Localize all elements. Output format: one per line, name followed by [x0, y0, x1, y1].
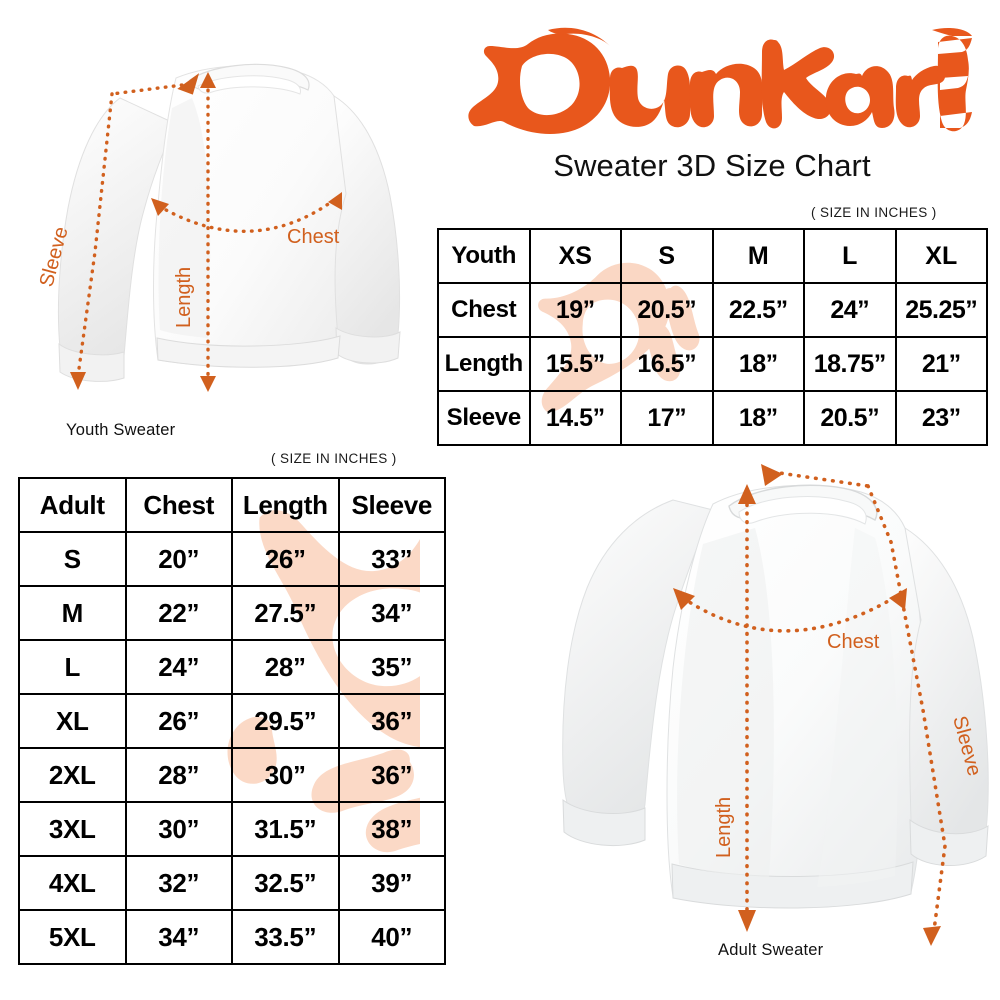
youth-chest-l: 24” [803, 282, 897, 338]
youth-col-5: XL [894, 228, 988, 284]
table-row: 3XL 30” 31.5” 38” [18, 801, 446, 857]
adult-length-5xl: 33.5” [231, 909, 340, 965]
youth-sleeve-m: 18” [711, 390, 805, 446]
table-row: Chest 19” 20.5” 22.5” 24” 25.25” [437, 282, 988, 338]
adult-size-l: L [18, 639, 127, 695]
adult-table-header-row: Adult Chest Length Sleeve [18, 477, 446, 533]
youth-length-xl: 21” [894, 336, 988, 392]
adult-col-2: Length [231, 477, 340, 533]
youth-row-label-chest: Chest [437, 282, 531, 338]
adult-length-s: 26” [231, 531, 340, 587]
table-row: Length 15.5” 16.5” 18” 18.75” 21” [437, 336, 988, 392]
table-row: 4XL 32” 32.5” 39” [18, 855, 446, 911]
adult-sleeve-2xl: 36” [337, 747, 446, 803]
adult-size-3xl: 3XL [18, 801, 127, 857]
adult-size-2xl: 2XL [18, 747, 127, 803]
youth-chest-xs: 19” [528, 282, 622, 338]
youth-sleeve-xs: 14.5” [528, 390, 622, 446]
adult-sweater-caption: Adult Sweater [718, 941, 824, 959]
adult-col-1: Chest [124, 477, 233, 533]
adult-col-0: Adult [18, 477, 127, 533]
table-row: M 22” 27.5” 34” [18, 585, 446, 641]
adult-chest-m: 22” [124, 585, 233, 641]
adult-size-xl: XL [18, 693, 127, 749]
youth-chest-xl: 25.25” [894, 282, 988, 338]
adult-sweater-illustration: Chest Length Sleeve [555, 448, 1000, 968]
youth-col-3: M [711, 228, 805, 284]
adult-sleeve-m: 34” [337, 585, 446, 641]
adult-size-4xl: 4XL [18, 855, 127, 911]
youth-row-label-length: Length [437, 336, 531, 392]
adult-size-m: M [18, 585, 127, 641]
table-row: XL 26” 29.5” 36” [18, 693, 446, 749]
youth-size-table: Youth XS S M L XL Chest 19” 20.5” 22.5” … [437, 228, 988, 446]
adult-chest-xl: 26” [124, 693, 233, 749]
youth-col-0: Youth [437, 228, 531, 284]
adult-chest-5xl: 34” [124, 909, 233, 965]
youth-length-s: 16.5” [620, 336, 714, 392]
adult-size-s: S [18, 531, 127, 587]
adult-sleeve-4xl: 39” [337, 855, 446, 911]
youth-length-m: 18” [711, 336, 805, 392]
youth-length-l: 18.75” [803, 336, 897, 392]
table-row: 5XL 34” 33.5” 40” [18, 909, 446, 965]
adult-chest-l: 24” [124, 639, 233, 695]
youth-sleeve-xl: 23” [894, 390, 988, 446]
youth-sleeve-l: 20.5” [803, 390, 897, 446]
youth-chest-m: 22.5” [711, 282, 805, 338]
adult-length-l: 28” [231, 639, 340, 695]
adult-col-3: Sleeve [337, 477, 446, 533]
adult-sleeve-s: 33” [337, 531, 446, 587]
adult-length-2xl: 30” [231, 747, 340, 803]
adult-table-inches-note: ( SIZE IN INCHES ) [271, 451, 397, 466]
adult-length-xl: 29.5” [231, 693, 340, 749]
youth-length-xs: 15.5” [528, 336, 622, 392]
adult-chest-2xl: 28” [124, 747, 233, 803]
adult-sleeve-l: 35” [337, 639, 446, 695]
youth-chest-label: Chest [287, 226, 340, 248]
adult-chest-4xl: 32” [124, 855, 233, 911]
table-row: S 20” 26” 33” [18, 531, 446, 587]
adult-length-4xl: 32.5” [231, 855, 340, 911]
adult-chest-label: Chest [827, 631, 880, 653]
adult-sleeve-xl: 36” [337, 693, 446, 749]
youth-sweater-caption: Youth Sweater [66, 421, 176, 439]
table-row: Sleeve 14.5” 17” 18” 20.5” 23” [437, 390, 988, 446]
youth-table-inches-note: ( SIZE IN INCHES ) [811, 205, 937, 220]
adult-length-3xl: 31.5” [231, 801, 340, 857]
adult-sleeve-3xl: 38” [337, 801, 446, 857]
youth-sleeve-s: 17” [620, 390, 714, 446]
youth-col-2: S [620, 228, 714, 284]
youth-col-4: L [803, 228, 897, 284]
adult-size-table: Adult Chest Length Sleeve S 20” 26” 33” … [18, 477, 446, 965]
table-row: 2XL 28” 30” 36” [18, 747, 446, 803]
brand-logo [452, 22, 972, 154]
adult-length-m: 27.5” [231, 585, 340, 641]
youth-chest-s: 20.5” [620, 282, 714, 338]
adult-size-5xl: 5XL [18, 909, 127, 965]
youth-row-label-sleeve: Sleeve [437, 390, 531, 446]
table-row: L 24” 28” 35” [18, 639, 446, 695]
youth-length-label: Length [173, 267, 195, 328]
adult-chest-s: 20” [124, 531, 233, 587]
youth-sweater-illustration: Chest Length Sleeve [12, 38, 432, 438]
youth-table-header-row: Youth XS S M L XL [437, 228, 988, 284]
adult-chest-3xl: 30” [124, 801, 233, 857]
adult-sleeve-5xl: 40” [337, 909, 446, 965]
page-title: Sweater 3D Size Chart [553, 148, 871, 183]
adult-length-label: Length [713, 797, 735, 858]
youth-col-1: XS [528, 228, 622, 284]
